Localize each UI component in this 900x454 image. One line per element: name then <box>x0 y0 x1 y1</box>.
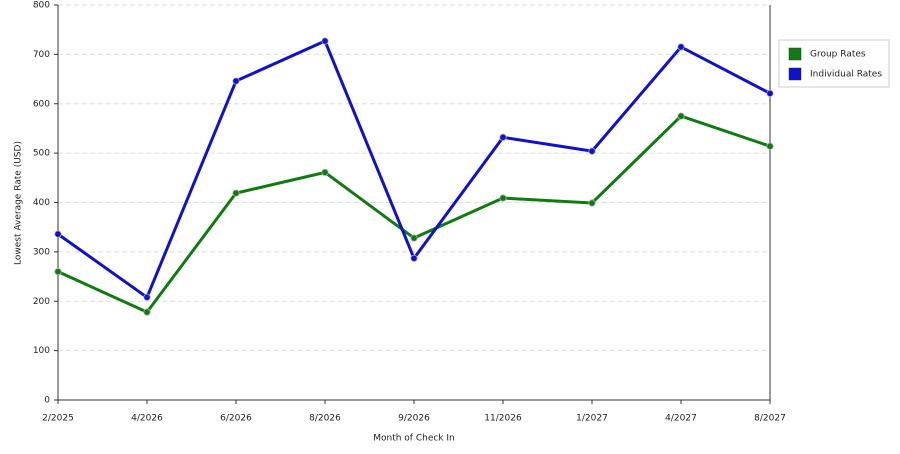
data-point <box>232 77 240 85</box>
x-tick-label: 8/2027 <box>754 414 786 424</box>
y-tick-label: 600 <box>33 99 50 109</box>
y-tick-label: 400 <box>33 198 50 208</box>
data-point <box>232 189 240 197</box>
x-tick-label: 4/2027 <box>665 414 697 424</box>
data-point <box>321 168 329 176</box>
data-point <box>143 293 151 301</box>
x-tick-label: 11/2026 <box>484 414 522 424</box>
data-point <box>499 133 507 141</box>
legend-swatch <box>788 67 802 81</box>
y-tick-label: 800 <box>33 1 50 11</box>
data-point <box>410 254 418 262</box>
data-point <box>766 89 774 97</box>
series-line <box>57 114 771 314</box>
legend-label: Group Rates <box>810 50 866 60</box>
data-point <box>766 142 774 150</box>
legend-label: Individual Rates <box>810 70 882 80</box>
x-tick-label: 8/2026 <box>309 414 341 424</box>
y-tick-label: 300 <box>33 247 50 257</box>
data-point <box>677 43 685 51</box>
y-tick-label: 500 <box>33 149 50 159</box>
data-point <box>588 147 596 155</box>
data-point <box>499 194 507 202</box>
y-axis-label: Lowest Average Rate (USD) <box>14 141 24 265</box>
y-tick-label: 0 <box>44 396 50 406</box>
x-tick-label: 1/2027 <box>576 414 608 424</box>
data-point <box>677 112 685 120</box>
data-point <box>410 234 418 242</box>
x-tick-label: 2/2025 <box>42 414 74 424</box>
y-tick-label: 100 <box>33 346 50 356</box>
y-tick-label: 200 <box>33 297 50 307</box>
data-point <box>54 268 62 276</box>
x-tick-label: 9/2026 <box>398 414 430 424</box>
legend-swatch <box>788 47 802 61</box>
data-point <box>143 308 151 316</box>
data-point <box>588 199 596 207</box>
x-axis-label: Month of Check In <box>373 434 455 444</box>
x-tick-label: 6/2026 <box>220 414 252 424</box>
y-tick-label: 700 <box>33 50 50 60</box>
data-point <box>321 37 329 45</box>
data-point <box>54 230 62 238</box>
x-tick-label: 4/2026 <box>131 414 163 424</box>
